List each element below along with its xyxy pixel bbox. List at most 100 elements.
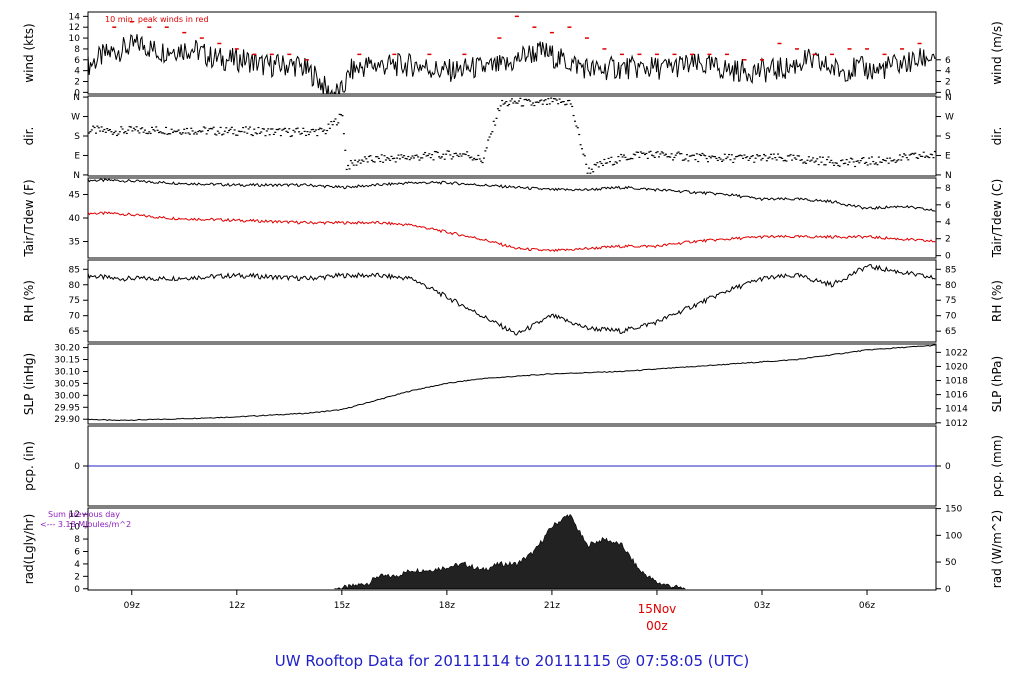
dir-point xyxy=(221,134,224,136)
wind-left-tick-label: 14 xyxy=(69,12,81,22)
temp-plot-area xyxy=(88,178,936,253)
dir-point xyxy=(672,159,675,161)
dir-point xyxy=(928,156,931,159)
dir-point xyxy=(492,120,495,122)
dir-point xyxy=(552,98,555,100)
dir-point xyxy=(289,135,292,138)
dir-point xyxy=(132,127,135,129)
dir-frame xyxy=(87,95,937,177)
rad-left-tick-label: 10 xyxy=(69,523,81,533)
x-day-label-date: 15Nov xyxy=(638,602,677,616)
rad-annotation-line2: <--- 3.18 MJoules/m^2 xyxy=(40,520,131,529)
dir-point xyxy=(485,147,488,149)
dir-point xyxy=(618,160,621,162)
dir-point xyxy=(270,128,273,130)
dir-point xyxy=(833,164,836,166)
dir-point xyxy=(842,162,845,165)
dir-point xyxy=(792,154,795,156)
wind-right-axis-label: wind (m/s) xyxy=(990,21,1004,85)
dir-point xyxy=(564,104,567,106)
dir-point xyxy=(694,159,697,161)
dir-point xyxy=(686,154,689,156)
dir-point xyxy=(442,153,445,155)
dir-point xyxy=(520,105,523,107)
dir-point xyxy=(607,157,610,160)
dir-point xyxy=(655,152,658,154)
dir-point xyxy=(873,163,876,165)
dir-point xyxy=(93,126,96,129)
dir-right-tick-label: N xyxy=(945,171,952,181)
dir-point xyxy=(904,154,907,156)
rh-right-tick-label: 80 xyxy=(945,281,957,291)
dir-point xyxy=(915,157,918,159)
panel-rad: 0 2 4 6 8 10 12 0 50 100 150 rad(Lgly/hr) rad (W/m^2… xyxy=(22,505,1004,595)
slp-left-tick-label: 30.00 xyxy=(54,391,80,401)
dir-point xyxy=(362,160,365,162)
dir-point xyxy=(236,134,239,136)
dir-point xyxy=(403,155,406,157)
slp-right-tick-label: 1022 xyxy=(945,348,968,358)
dir-point xyxy=(418,159,421,161)
dir-point xyxy=(620,153,623,156)
dir-point xyxy=(249,126,252,128)
dir-point xyxy=(260,131,263,133)
dir-point xyxy=(489,133,492,135)
dir-point xyxy=(737,155,740,157)
dir-point xyxy=(533,104,536,107)
dir-point xyxy=(130,126,133,128)
dir-point xyxy=(342,133,345,135)
dir-point xyxy=(369,155,372,157)
dir-point xyxy=(300,132,303,134)
dir-point xyxy=(551,100,554,103)
rh-left-tick-label: 80 xyxy=(69,281,81,291)
rh-plot-area xyxy=(88,263,936,336)
dir-point xyxy=(894,161,897,163)
rad-left-tick-label: 4 xyxy=(74,560,80,570)
dir-point xyxy=(284,127,287,130)
dir-point xyxy=(715,157,718,160)
dir-point xyxy=(326,129,329,132)
dir-point xyxy=(317,128,320,131)
dir-point xyxy=(316,134,319,137)
dir-point xyxy=(800,159,803,161)
rh-left-tick-label: 70 xyxy=(69,312,81,322)
dir-point xyxy=(757,155,760,157)
dir-point xyxy=(173,130,176,132)
dir-point xyxy=(925,155,928,157)
dir-point xyxy=(666,156,669,158)
dir-point xyxy=(868,157,871,159)
dir-point xyxy=(386,157,389,159)
wind-left-axis-label: wind (kts) xyxy=(22,23,36,82)
dir-point xyxy=(169,133,172,135)
dir-point xyxy=(223,130,226,132)
dir-point xyxy=(428,153,431,155)
dir-point xyxy=(688,155,691,157)
rad-right-tick-label: 150 xyxy=(945,505,962,515)
dir-point xyxy=(439,157,442,159)
dir-point xyxy=(901,156,904,158)
dir-point xyxy=(193,133,196,135)
dir-point xyxy=(250,133,253,136)
dir-point xyxy=(515,102,518,104)
dir-point xyxy=(191,130,194,132)
dir-point xyxy=(534,101,537,103)
dir-point xyxy=(687,160,690,162)
dir-point xyxy=(149,132,152,135)
temp-series-dew xyxy=(88,211,936,253)
dir-point xyxy=(474,159,477,161)
panel-temp: 35 40 45 0 2 4 6 8 Tair/Tdew (F) Tair/Tdew (C) xyxy=(22,177,1004,262)
dir-point xyxy=(809,160,812,162)
dir-point xyxy=(232,133,235,135)
rad-left-tick-label: 12 xyxy=(69,510,80,520)
rh-series-line xyxy=(88,263,936,336)
dir-point xyxy=(257,126,260,129)
dir-point xyxy=(188,133,191,135)
dir-point xyxy=(422,153,425,155)
dir-point xyxy=(812,157,815,159)
wind-right-tick-label: 6 xyxy=(945,56,951,66)
dir-point xyxy=(512,102,515,104)
dir-point xyxy=(722,159,725,161)
dir-point xyxy=(550,97,553,99)
slp-series-line xyxy=(88,344,936,422)
